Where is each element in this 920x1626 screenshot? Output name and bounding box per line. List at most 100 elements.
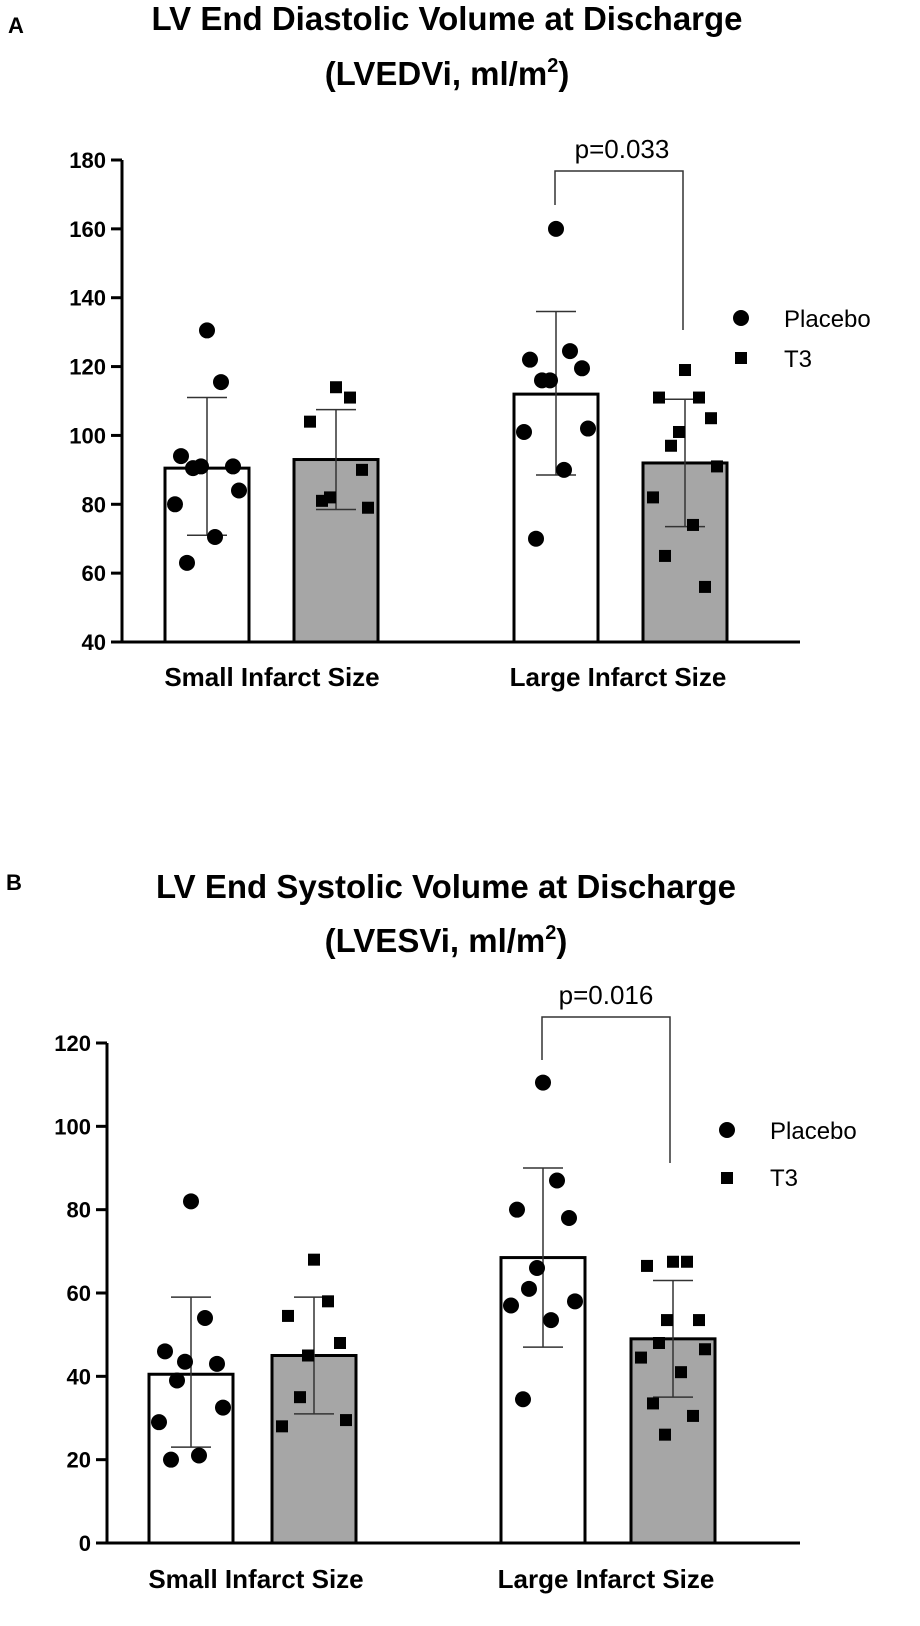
panel-b-bracket-line <box>541 1016 671 1163</box>
point-large-placebo-5 <box>534 372 550 389</box>
point-small-t3-5 <box>294 1391 306 1404</box>
point-large-t3-1 <box>693 391 705 404</box>
y-tick-label-20: 20 <box>67 1448 91 1473</box>
point-small-t3-3 <box>356 463 368 476</box>
panel-a-error-bars <box>187 310 705 537</box>
point-small-placebo-3 <box>209 1355 225 1372</box>
panel-a: A LV End Diastolic Volume at Discharge (… <box>8 0 871 692</box>
panel-b-title-line1: LV End Systolic Volume at Discharge <box>156 868 736 905</box>
point-large-t3-5 <box>665 439 677 452</box>
panel-a-bars <box>163 392 729 644</box>
point-small-placebo-5 <box>169 1372 185 1389</box>
point-small-placebo-0 <box>199 322 215 339</box>
panel-b-legend: Placebo T3 <box>719 1118 857 1192</box>
panel-b-x-category-small: Small Infarct Size <box>148 1564 363 1594</box>
point-small-t3-1 <box>322 1295 334 1308</box>
point-small-t3-5 <box>316 494 328 507</box>
point-large-placebo-7 <box>516 423 532 440</box>
point-large-t3-8 <box>687 518 699 531</box>
point-large-t3-7 <box>647 491 659 504</box>
point-small-placebo-6 <box>231 482 247 499</box>
point-large-placebo-9 <box>515 1391 531 1408</box>
point-large-t3-3 <box>705 412 717 425</box>
point-large-t3-5 <box>653 1337 665 1349</box>
point-small-t3-2 <box>304 415 316 428</box>
y-tick-label-120: 120 <box>69 355 106 380</box>
panel-b-title-line2-close: ) <box>556 922 567 959</box>
panel-b-label: B <box>6 870 22 895</box>
point-small-t3-0 <box>308 1253 320 1266</box>
point-small-placebo-9 <box>163 1451 179 1468</box>
y-tick-label-60: 60 <box>67 1281 91 1306</box>
point-large-placebo-1 <box>562 343 578 360</box>
point-small-placebo-7 <box>167 496 183 513</box>
point-large-t3-10 <box>699 580 711 593</box>
point-large-placebo-8 <box>543 1312 559 1329</box>
point-large-placebo-2 <box>509 1201 525 1218</box>
point-large-placebo-4 <box>529 1260 545 1276</box>
point-small-placebo-2 <box>157 1343 173 1360</box>
point-large-placebo-0 <box>548 220 564 237</box>
point-small-placebo-8 <box>191 1447 207 1464</box>
y-tick-label-60: 60 <box>82 561 106 586</box>
point-large-placebo-2 <box>522 351 538 368</box>
panel-b-legend-t3-marker <box>721 1172 733 1184</box>
point-large-placebo-1 <box>549 1172 565 1189</box>
panel-a-points <box>167 220 723 593</box>
point-large-t3-10 <box>687 1409 699 1422</box>
panel-a-title-line1: LV End Diastolic Volume at Discharge <box>151 0 742 37</box>
point-large-t3-1 <box>681 1255 693 1268</box>
y-tick-label-100: 100 <box>69 423 106 448</box>
point-large-placebo-5 <box>521 1280 537 1297</box>
panel-b-plot: 0 20 40 60 80 100 120 Small Infarct Size Large… <box>54 980 856 1594</box>
point-small-placebo-3 <box>225 458 241 475</box>
point-large-t3-11 <box>659 1428 671 1441</box>
panel-b-legend-t3-label: T3 <box>770 1165 798 1192</box>
y-tick-label-80: 80 <box>67 1198 91 1223</box>
y-tick-label-180: 180 <box>69 148 106 173</box>
panel-b-x-category-large: Large Infarct Size <box>498 1564 715 1594</box>
point-small-t3-0 <box>330 381 342 394</box>
panel-a-x-category-small: Small Infarct Size <box>164 662 379 692</box>
y-tick-label-80: 80 <box>82 492 106 517</box>
point-small-t3-3 <box>334 1337 346 1349</box>
y-tick-label-0: 0 <box>79 1531 91 1556</box>
point-small-placebo-6 <box>215 1399 231 1416</box>
panel-b-bars <box>147 1256 717 1545</box>
point-large-placebo-0 <box>535 1074 551 1091</box>
point-large-t3-2 <box>641 1259 653 1272</box>
point-large-t3-0 <box>679 364 691 377</box>
point-large-placebo-6 <box>580 420 596 437</box>
panel-b-title-line2-sup: 2 <box>545 922 556 944</box>
point-large-t3-6 <box>711 460 723 473</box>
panel-a-title-line2-main: (LVEDVi, ml/m <box>325 55 548 92</box>
point-large-t3-2 <box>653 391 665 404</box>
point-large-t3-9 <box>659 549 671 562</box>
point-small-placebo-1 <box>197 1310 213 1326</box>
panel-a-plot: 40 60 80 100 120 140 160 180 Small Infarct Size… <box>69 134 870 692</box>
point-small-placebo-5 <box>185 460 201 477</box>
point-large-placebo-7 <box>503 1297 519 1314</box>
point-small-placebo-7 <box>151 1414 167 1431</box>
point-large-placebo-9 <box>528 530 544 547</box>
point-small-t3-4 <box>302 1349 314 1362</box>
point-large-t3-4 <box>673 425 685 438</box>
y-tick-label-140: 140 <box>69 286 106 311</box>
panel-b-legend-placebo-marker <box>719 1122 735 1138</box>
panel-a-legend-t3-marker <box>735 352 747 364</box>
point-small-placebo-8 <box>207 528 223 545</box>
panel-a-legend-placebo-marker <box>733 310 749 326</box>
y-tick-label-160: 160 <box>69 217 106 242</box>
y-tick-label-100: 100 <box>54 1114 91 1139</box>
panel-a-legend: Placebo T3 <box>733 306 871 373</box>
point-small-t3-2 <box>282 1309 294 1322</box>
point-large-placebo-3 <box>574 360 590 377</box>
panel-a-title-line2-close: ) <box>558 55 569 92</box>
y-tick-label-120: 120 <box>54 1031 91 1056</box>
point-large-placebo-3 <box>561 1210 577 1226</box>
panel-b-significance-bracket: p=0.016 <box>541 980 671 1163</box>
point-large-placebo-8 <box>556 461 572 478</box>
panel-a-title-line2: (LVEDVi, ml/m2) <box>325 55 570 92</box>
point-large-t3-9 <box>647 1397 659 1410</box>
panel-a-legend-t3-label: T3 <box>784 346 812 373</box>
